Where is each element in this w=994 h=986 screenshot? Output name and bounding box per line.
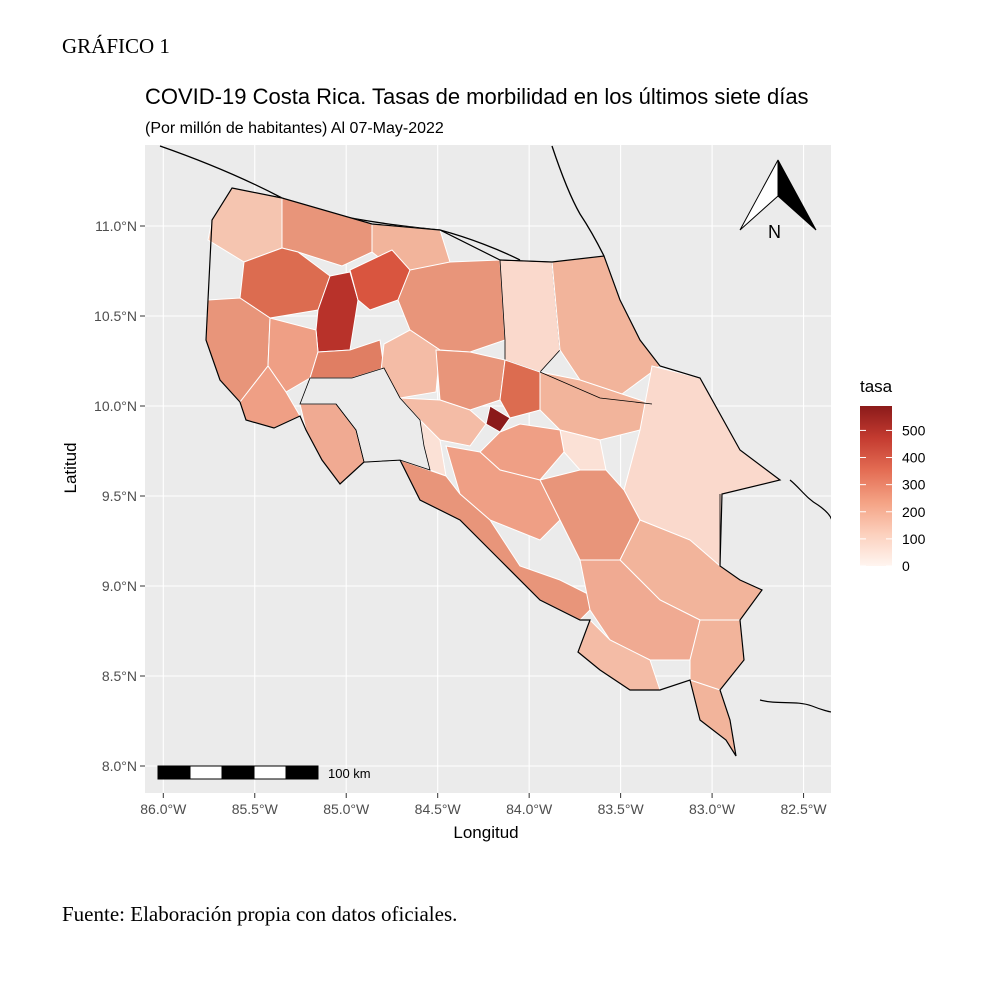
panama-coastline-north bbox=[789, 479, 831, 520]
y-tick-label: 11.0°N bbox=[95, 218, 137, 234]
legend-title: tasa bbox=[860, 377, 893, 396]
legend-tick-label: 400 bbox=[902, 450, 926, 466]
north-arrow-label: N bbox=[768, 222, 781, 242]
x-tick-label: 85.5°W bbox=[232, 801, 279, 817]
map-subtitle: (Por millón de habitantes) Al 07-May-202… bbox=[145, 120, 444, 137]
legend-ticks: 0 100 200 300 400 500 bbox=[860, 422, 926, 574]
y-axis-title: Latitud bbox=[61, 442, 80, 493]
y-tick-label: 8.0°N bbox=[102, 758, 137, 774]
map-regions bbox=[159, 145, 831, 757]
x-tick-label: 84.5°W bbox=[415, 801, 462, 817]
costa-rica-outline bbox=[205, 187, 782, 757]
gulf-coast bbox=[335, 403, 365, 463]
x-tick-label: 86.0°W bbox=[140, 801, 187, 817]
x-tick-label: 83.5°W bbox=[598, 801, 645, 817]
y-tick-label: 9.0°N bbox=[102, 578, 137, 594]
y-tick-label: 9.5°N bbox=[102, 488, 137, 504]
panama-coastline-south bbox=[759, 699, 831, 713]
x-axis-title: Longitud bbox=[453, 823, 518, 842]
scale-bar-label: 100 km bbox=[328, 766, 371, 781]
scale-bar bbox=[157, 765, 319, 780]
province-border-limon bbox=[539, 371, 653, 405]
y-axis-ticks: 11.0°N 10.5°N 10.0°N 9.5°N 9.0°N 8.5°N 8.0°N bbox=[94, 218, 145, 774]
x-tick-label: 83.0°W bbox=[689, 801, 736, 817]
x-axis-ticks: 86.0°W 85.5°W 85.0°W 84.5°W 84.0°W 83.5°W 83.0… bbox=[140, 793, 827, 817]
y-tick-label: 10.5°N bbox=[94, 308, 137, 324]
legend-tick-label: 500 bbox=[902, 422, 926, 438]
legend-tick-label: 300 bbox=[902, 477, 926, 493]
x-tick-label: 84.0°W bbox=[506, 801, 553, 817]
y-tick-label: 10.0°N bbox=[94, 398, 137, 414]
legend-tick-label: 100 bbox=[902, 531, 926, 547]
source-note: Fuente: Elaboración propia con datos ofi… bbox=[62, 902, 458, 926]
x-tick-label: 82.5°W bbox=[781, 801, 828, 817]
region-heredia-norte bbox=[499, 359, 541, 419]
x-tick-label: 85.0°W bbox=[323, 801, 370, 817]
figure-heading: GRÁFICO 1 bbox=[62, 34, 170, 58]
legend-tick-label: 200 bbox=[902, 504, 926, 520]
region-sarapiqui bbox=[499, 259, 561, 373]
y-tick-label: 8.5°N bbox=[102, 668, 137, 684]
region-grecia bbox=[435, 349, 506, 411]
nicaragua-coastline bbox=[551, 145, 605, 257]
north-arrow-icon bbox=[739, 159, 817, 231]
map-title: COVID-19 Costa Rica. Tasas de morbilidad… bbox=[145, 84, 809, 109]
legend-tick-label: 0 bbox=[902, 558, 910, 574]
